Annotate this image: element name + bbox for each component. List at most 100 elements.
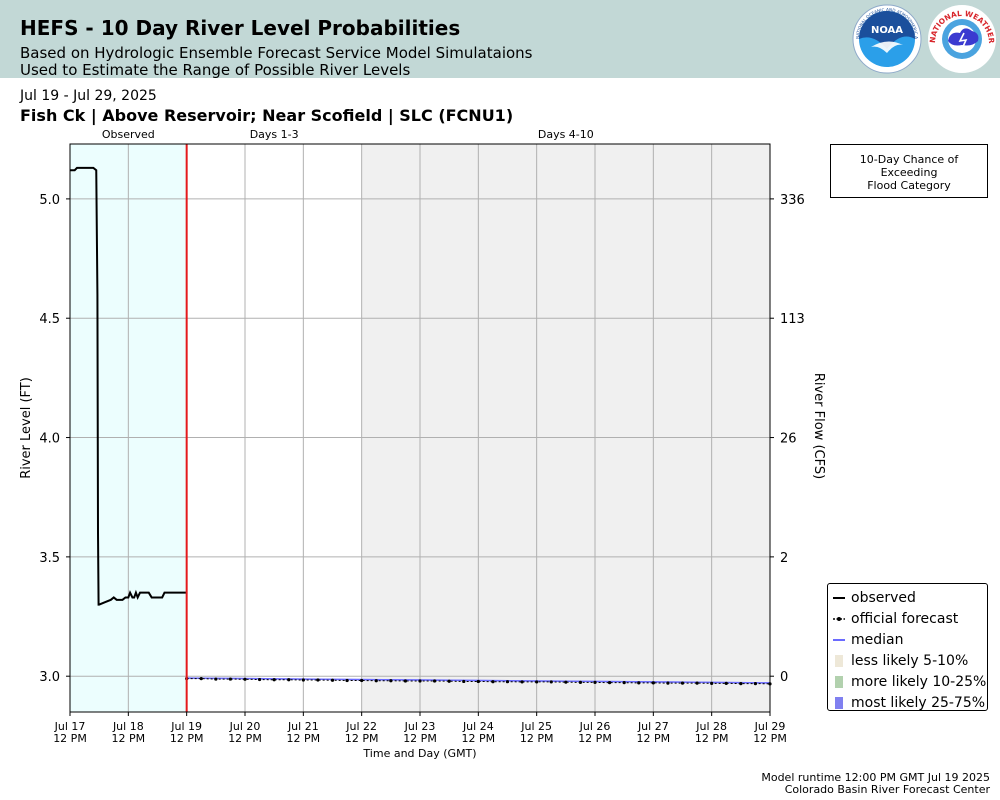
page-subtitle-1: Based on Hydrologic Ensemble Forecast Se… [20,44,533,62]
legend-swatch-p10-25 [832,675,846,688]
official-forecast-point [520,680,524,684]
x-axis-title: Time and Day (GMT) [362,747,476,760]
x-tick-label-time: 12 PM [345,732,379,745]
rfc-name: Colorado Basin River Forecast Center [784,783,990,796]
official-forecast-point [739,682,743,686]
official-forecast-point [505,680,510,684]
x-tick-label-date: Jul 27 [637,720,669,733]
official-forecast-point [578,680,583,685]
page-header: HEFS - 10 Day River Level Probabilities … [0,0,1000,79]
flood-box-line-3: Flood Category [867,179,951,192]
x-tick-label-time: 12 PM [228,732,262,745]
y2-axis-title: River Flow (CFS) [811,373,826,479]
x-tick-label-time: 12 PM [170,732,204,745]
x-tick-label-date: Jul 17 [54,720,86,733]
x-tick-label-date: Jul 28 [695,720,727,733]
x-tick-label-time: 12 PM [112,732,146,745]
official-forecast-point [418,679,422,683]
legend-swatch-official [832,613,846,625]
official-forecast-point [491,680,495,684]
official-forecast-point [330,678,335,682]
x-tick-label-time: 12 PM [637,732,671,745]
official-forecast-point [753,682,758,686]
official-forecast-point [316,678,320,682]
official-forecast-point [243,677,247,681]
x-tick-label-date: Jul 18 [112,720,144,733]
y-tick-label: 4.5 [39,312,60,327]
official-forecast-point [607,681,612,685]
legend-item-p10-25: more likely 10-25% [828,671,987,692]
official-forecast-point [403,679,408,683]
noaa-logo-text: NOAA [871,25,903,36]
legend-label-p5-10: less likely 5-10% [851,652,969,669]
official-forecast-point [272,678,276,682]
official-forecast-point [374,679,378,683]
x-tick-label-date: Jul 23 [404,720,436,733]
page-subtitle-2: Used to Estimate the Range of Possible R… [20,61,411,79]
x-tick-label-time: 12 PM [520,732,554,745]
legend-label-median: median [851,631,904,648]
region-label-1: Observed [102,128,155,141]
x-tick-label-date: Jul 29 [754,720,786,733]
official-forecast-point [447,679,451,683]
x-tick-label-date: Jul 19 [170,720,202,733]
page-title: HEFS - 10 Day River Level Probabilities [20,16,461,40]
y2-tick-label: 336 [780,193,805,208]
official-forecast-point [287,678,291,682]
official-forecast-point [301,678,305,682]
legend-label-observed: observed [851,589,916,606]
y2-tick-label: 2 [780,551,788,566]
flood-box-line-2: Exceeding [880,166,938,179]
nws-logo: NATIONAL WEATHER SERVICE [926,3,996,73]
official-forecast-point [257,677,262,682]
y2-tick-label: 113 [780,312,805,327]
official-forecast-point [345,678,349,683]
legend-item-observed: observed [828,587,987,608]
x-tick-label-date: Jul 26 [579,720,611,733]
official-forecast-point [666,681,670,685]
legend-label-official: official forecast [851,610,959,627]
x-tick-label-time: 12 PM [695,732,729,745]
region-label-2: Days 1-3 [250,128,299,141]
x-tick-label-date: Jul 21 [287,720,319,733]
official-forecast-point [535,680,539,684]
legend-swatch-median [832,634,846,646]
official-forecast-point [710,681,714,685]
y2-tick-label: 0 [780,670,788,685]
legend-item-median: median [828,629,987,650]
x-tick-label-time: 12 PM [578,732,612,745]
x-tick-label-date: Jul 25 [520,720,552,733]
y-tick-label: 5.0 [39,193,60,208]
x-tick-label-time: 12 PM [462,732,496,745]
official-forecast-point [564,680,568,684]
x-tick-label-date: Jul 20 [229,720,261,733]
legend-swatch-p25-75 [832,696,846,709]
official-forecast-point [637,681,641,685]
y-tick-label: 3.5 [39,551,60,566]
official-forecast-point [462,679,466,684]
official-forecast-point [432,679,437,683]
region-label-3: Days 4-10 [538,128,594,141]
official-forecast-point [476,679,480,684]
model-runtime: Model runtime 12:00 PM GMT Jul 19 2025 [761,771,990,784]
legend-label-p25-75: most likely 25-75% [851,694,986,711]
flood-category-box: 10-Day Chance of Exceeding Flood Categor… [830,144,988,198]
x-tick-label-time: 12 PM [53,732,87,745]
official-forecast-point [680,681,685,685]
official-forecast-point [199,676,203,681]
x-tick-label-time: 12 PM [753,732,787,745]
legend-swatch-observed [832,592,846,604]
official-forecast-point [214,677,218,681]
chart-legend: observed official forecast median less l… [827,583,988,711]
y-tick-label: 4.0 [39,432,60,447]
legend-swatch-p5-10 [832,654,846,667]
noaa-logo: NATIONAL OCEANIC AND ATMOSPHERIC ADMINIS… [851,3,922,74]
y2-tick-label: 26 [780,432,797,447]
official-forecast-point [360,678,364,683]
legend-item-p5-10: less likely 5-10% [828,650,987,671]
official-forecast-point [228,677,233,681]
x-tick-label-time: 12 PM [287,732,321,745]
x-tick-label-date: Jul 22 [345,720,377,733]
y-axis-title: River Level (FT) [19,377,34,479]
